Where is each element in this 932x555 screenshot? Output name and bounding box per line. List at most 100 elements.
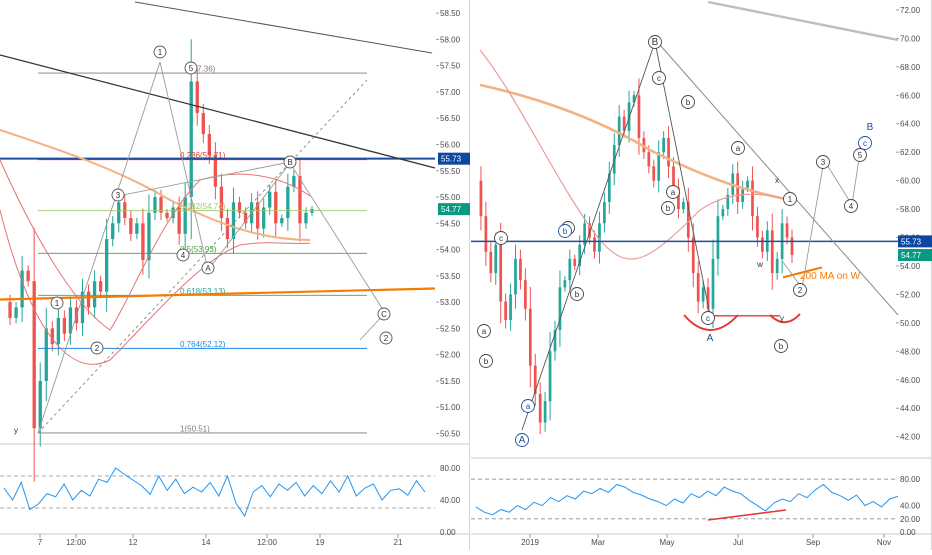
wave-label-circle — [90, 341, 104, 355]
wave-label-circle — [661, 201, 675, 215]
left-y-tick-label: 58.00 — [440, 35, 461, 44]
right-candle — [657, 152, 661, 181]
right-candle — [588, 223, 591, 238]
right-candle — [607, 173, 611, 202]
wave-label-circle — [858, 136, 872, 150]
wave-label-circle — [731, 141, 745, 155]
left-candle — [237, 202, 242, 213]
left-candle — [165, 212, 169, 219]
right-candle — [756, 216, 759, 238]
wave-label: B — [287, 158, 292, 167]
wave-line — [37, 61, 161, 434]
wave-label-circle — [521, 399, 535, 413]
right-candle — [519, 258, 522, 281]
left-candle — [141, 223, 145, 261]
wave-label: 2 — [95, 344, 100, 353]
right-candle — [652, 166, 656, 181]
red-arc — [683, 314, 739, 331]
left-candle — [38, 380, 42, 429]
channel-line — [134, 1, 433, 54]
right-y-tick-label: 46.00 — [900, 376, 921, 385]
right-candle — [761, 237, 764, 252]
right-chart-panel[interactable]: 72.00 70.00 68.00 66.00 64.00 62.00 60.00 58.00… — [471, 0, 932, 550]
wave-label-circle — [666, 185, 680, 199]
wave-label: c — [657, 74, 661, 83]
wave-label: y — [14, 426, 18, 435]
right-rsi-tick-label: 0.00 — [900, 528, 916, 537]
right-candle — [558, 287, 562, 330]
right-candle — [667, 137, 670, 167]
left-y-tick-label: 51.00 — [440, 403, 461, 412]
right-price-tag-label: 55.73 — [901, 237, 922, 246]
right-y-tick-label: 60.00 — [900, 177, 921, 186]
left-candle — [201, 112, 205, 134]
left-candle — [195, 81, 199, 113]
left-candle — [225, 218, 230, 240]
left-candle — [44, 328, 48, 381]
ma-annotation: 200 MA on W — [800, 271, 861, 282]
left-chart-panel[interactable]: 58.50 58.00 57.50 57.00 56.50 56.00 55.50 55.00… — [0, 0, 470, 550]
right-y-tick-label: 68.00 — [900, 63, 921, 72]
left-candle — [286, 186, 290, 219]
right-candle — [672, 166, 675, 188]
wave-label-circle — [377, 307, 391, 321]
wave-label-circle — [681, 95, 695, 109]
fib-level-label: (57.36) — [190, 65, 216, 74]
right-candle — [573, 258, 577, 266]
wave-label: a — [526, 402, 531, 411]
right-y-tick-label: 50.00 — [900, 319, 921, 328]
right-candle — [484, 216, 488, 252]
left-candle — [20, 270, 24, 308]
right-candle — [583, 223, 586, 245]
right-candle — [479, 180, 483, 217]
right-candle — [647, 152, 651, 167]
right-candle — [716, 216, 720, 259]
left-candle — [171, 207, 175, 219]
wave-label-circle — [652, 71, 666, 85]
right-y-tick-label: 42.00 — [900, 433, 921, 442]
left-candle — [207, 133, 211, 156]
ma-line — [0, 287, 436, 301]
right-candle — [706, 287, 710, 309]
fib-level-label: 0.5(53.93) — [180, 245, 217, 254]
right-x-tick-label: 2019 — [521, 538, 539, 547]
left-y-tick-label: 55.00 — [440, 193, 461, 202]
left-candle — [56, 317, 61, 345]
wave-label: 2 — [798, 286, 803, 295]
right-candle — [617, 116, 621, 146]
left-x-tick-label: 12:00 — [66, 538, 87, 547]
left-candle — [26, 270, 30, 282]
left-x-tick-label: 14 — [202, 538, 211, 547]
wave-label-circle — [816, 155, 830, 169]
right-candle — [751, 180, 754, 217]
wave-label: 5 — [189, 64, 194, 73]
left-candle — [14, 307, 18, 318]
wave-label: c — [499, 234, 503, 243]
wave-label: b — [484, 357, 489, 366]
left-price-tag — [438, 203, 470, 216]
left-candle — [255, 202, 260, 229]
left-candle — [8, 302, 12, 318]
left-y-tick-label: 54.50 — [440, 219, 461, 228]
wave-label: a — [736, 144, 741, 153]
wave-label: 5 — [858, 151, 863, 160]
left-candle — [105, 239, 109, 292]
left-candle — [268, 191, 272, 208]
right-candle — [686, 201, 690, 238]
right-y-tick-label: 58.00 — [900, 205, 921, 214]
left-y-tick-label: 53.50 — [440, 272, 461, 281]
projection-path — [159, 61, 386, 341]
wave-label: x — [775, 176, 779, 185]
wave-label-circle — [558, 224, 572, 238]
right-candle — [677, 187, 680, 210]
wave-label: b — [686, 98, 691, 107]
fib-level-label: 0.764(52.12) — [180, 340, 226, 349]
right-candle — [775, 258, 779, 274]
left-candle — [298, 176, 302, 224]
wave-label: w — [756, 260, 763, 269]
right-candle — [489, 251, 493, 274]
fib-level-label: 1(50.51) — [180, 424, 210, 433]
right-candle — [662, 137, 665, 153]
right-candle — [514, 258, 517, 295]
